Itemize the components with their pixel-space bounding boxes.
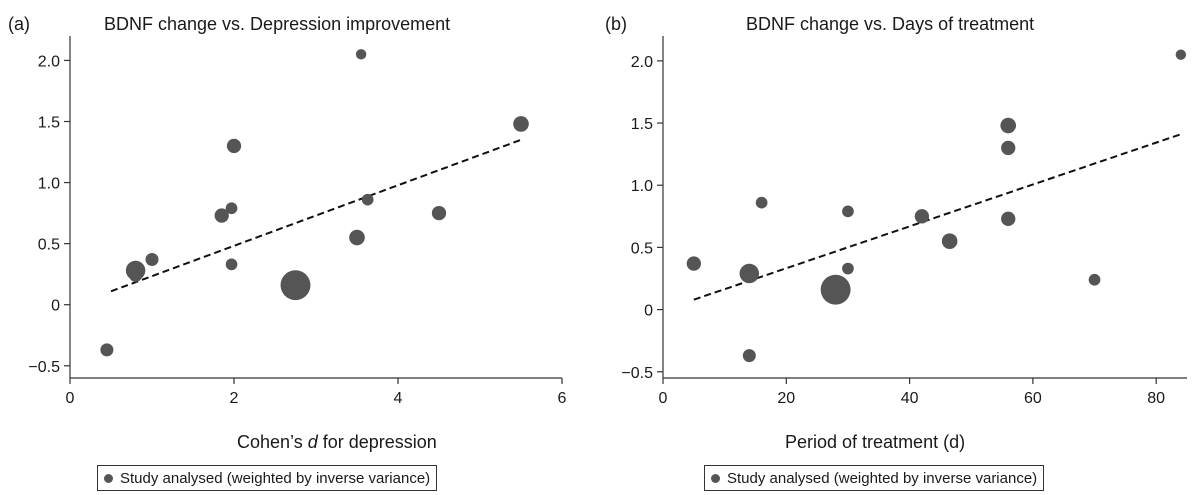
x-tick-label: 20 (777, 390, 795, 407)
trend-line (110, 138, 522, 293)
data-point (941, 233, 958, 249)
data-point (214, 208, 229, 223)
data-point (226, 138, 242, 154)
data-point (513, 116, 529, 132)
data-point (914, 209, 930, 224)
data-point (145, 253, 159, 267)
x-tick-label: 0 (659, 390, 668, 407)
y-tick-label: −0.5 (28, 359, 60, 376)
x-axis-label: Period of treatment (d) (785, 432, 965, 453)
x-tick-label: 40 (901, 390, 919, 407)
x-tick-label: 2 (230, 390, 239, 407)
legend: Study analysed (weighted by inverse vari… (704, 465, 1045, 491)
data-point (686, 256, 701, 271)
x-tick-label: 6 (558, 390, 567, 407)
scatter-plot: −0.5 0 0.5 1.0 1.5 2.0 0 2 4 6 (28, 36, 567, 407)
x-axis-label: Cohen’s d for depression (237, 432, 437, 453)
x-tick-label: 0 (66, 390, 75, 407)
data-point (129, 268, 143, 282)
data-point (739, 263, 760, 284)
x-axis-label-italic: d (307, 432, 318, 452)
x-tick-label: 4 (394, 390, 403, 407)
legend-label: Study analysed (weighted by inverse vari… (120, 469, 431, 487)
chart-panel-a: (a) BDNF change vs. Depression improveme… (8, 14, 567, 491)
legend-marker-icon (711, 473, 720, 483)
panel-label: (a) (8, 14, 30, 34)
y-tick-label: 2.0 (38, 53, 60, 70)
y-tick-label: 2.0 (631, 54, 653, 71)
data-point (1001, 211, 1016, 226)
data-point (842, 262, 854, 275)
x-tick-label: 80 (1147, 390, 1165, 407)
data-point (1175, 49, 1187, 60)
scatter-plot: −0.5 0 0.5 1.0 1.5 2.0 0 20 40 60 80 (621, 36, 1187, 407)
legend-label: Study analysed (weighted by inverse vari… (727, 469, 1038, 487)
legend: Study analysed (weighted by inverse vari… (97, 465, 438, 491)
y-tick-label: 0 (51, 298, 60, 315)
trend-line (693, 133, 1182, 301)
data-point (820, 274, 851, 305)
data-point (755, 196, 768, 209)
data-point (1000, 117, 1017, 134)
data-point (225, 258, 238, 271)
data-point (742, 349, 756, 363)
x-axis-label-suffix: for depression (317, 432, 437, 452)
chart-title: BDNF change vs. Depression improvement (104, 14, 451, 34)
data-point (361, 193, 374, 206)
chart-panel-b: (b) BDNF change vs. Days of treatment −0… (597, 0, 1194, 495)
data-point (100, 343, 114, 357)
y-tick-label: 1.0 (38, 176, 60, 193)
x-tick-label: 60 (1024, 390, 1042, 407)
data-point (355, 49, 367, 60)
y-tick-label: 1.5 (631, 116, 653, 133)
data-point (842, 205, 854, 218)
legend-marker-icon (104, 473, 113, 483)
x-axis-label-text: Cohen’s (237, 432, 308, 452)
data-point (1001, 140, 1016, 156)
y-tick-label: 0.5 (631, 240, 653, 257)
chart-title: BDNF change vs. Days of treatment (746, 14, 1035, 34)
y-tick-label: 1.5 (38, 115, 60, 132)
x-axis-label-text: Period of treatment (d) (785, 432, 966, 452)
y-tick-label: 1.0 (631, 178, 653, 195)
data-point (431, 205, 447, 221)
data-point (349, 229, 365, 246)
y-tick-label: −0.5 (621, 365, 653, 382)
y-tick-label: 0.5 (38, 237, 60, 254)
panel-label: (b) (605, 14, 627, 34)
y-tick-label: 0 (644, 303, 653, 320)
data-point (280, 270, 311, 301)
data-point (1088, 273, 1101, 286)
data-point (225, 202, 238, 215)
